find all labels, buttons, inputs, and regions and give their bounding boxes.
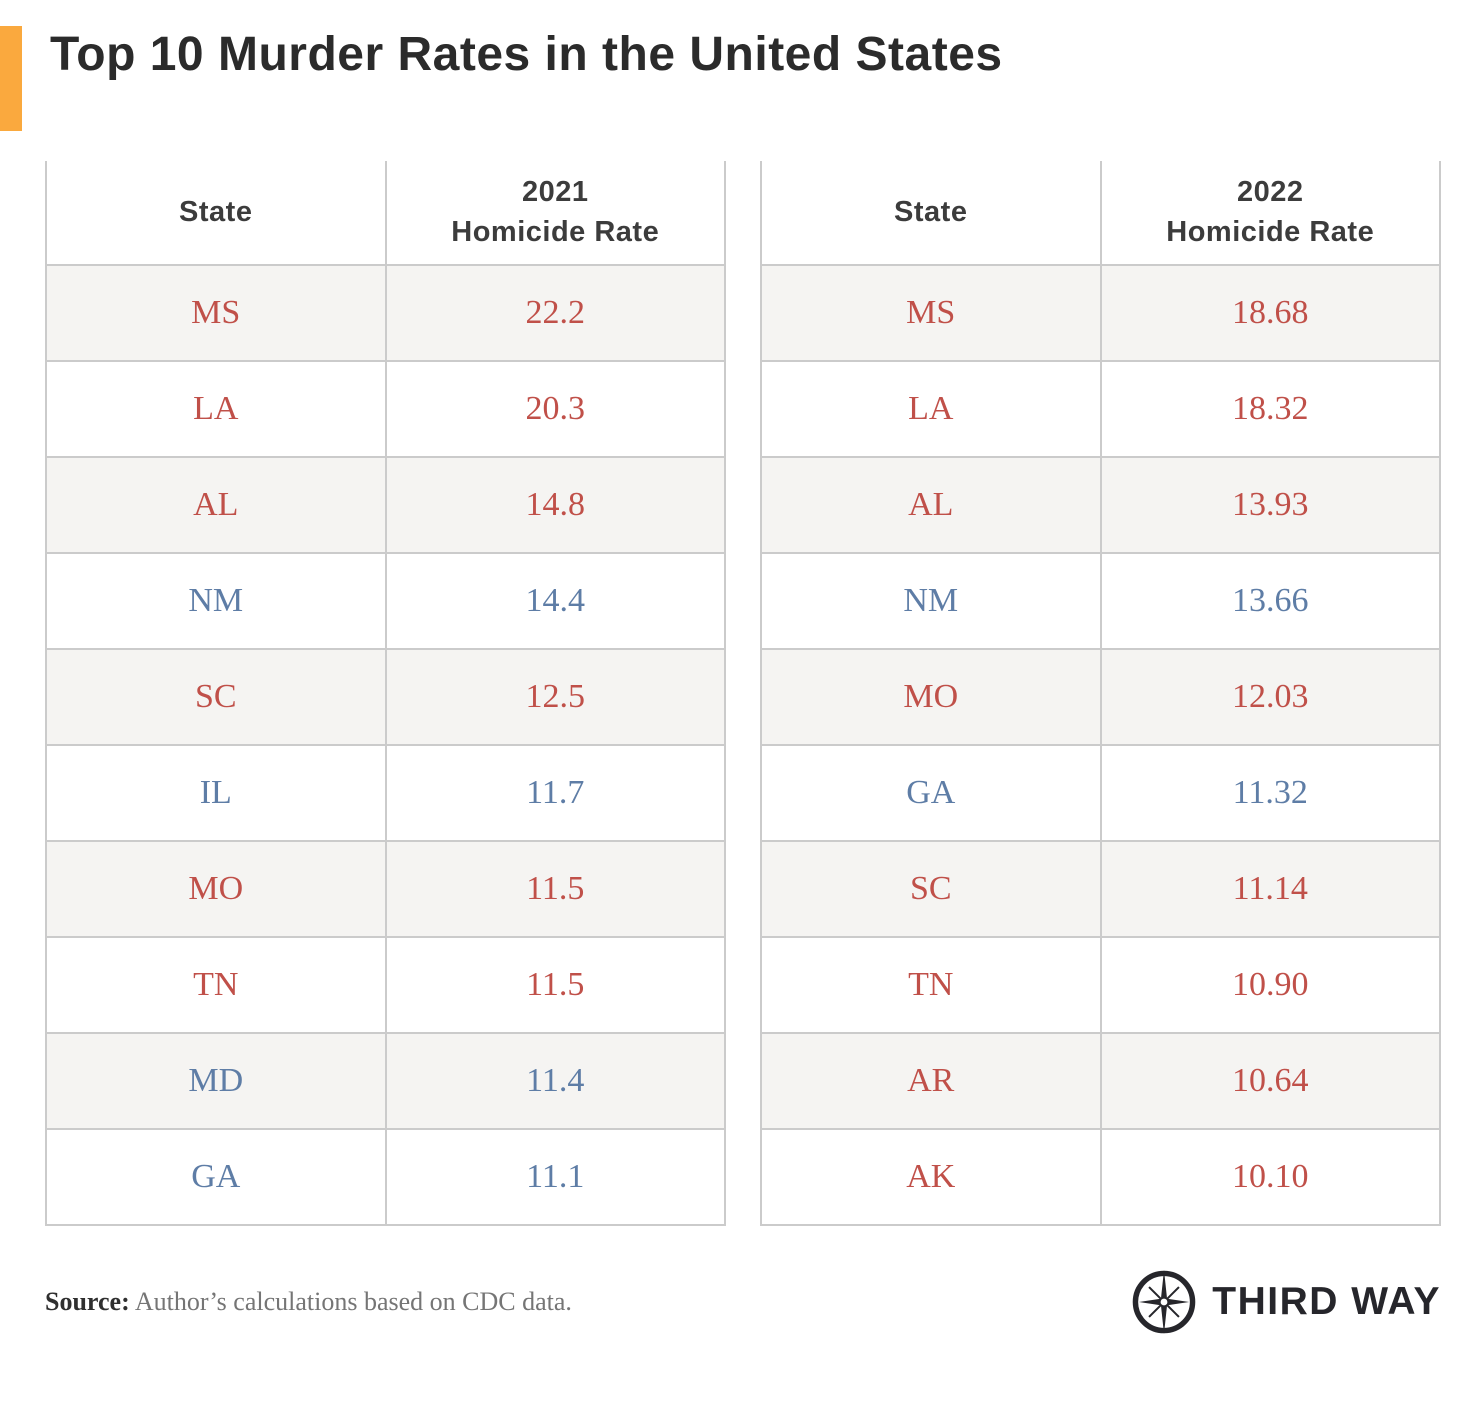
state-cell: AR bbox=[760, 1031, 1102, 1130]
header-rate-label: Homicide Rate bbox=[1166, 216, 1375, 249]
table-row: MS 22.2 bbox=[45, 263, 726, 362]
table-row: MD 11.4 bbox=[45, 1031, 726, 1130]
table-row: SC 11.14 bbox=[760, 839, 1441, 938]
table-row: AR 10.64 bbox=[760, 1031, 1441, 1130]
table-row: NM 13.66 bbox=[760, 551, 1441, 650]
table-row: AL 13.93 bbox=[760, 455, 1441, 554]
state-cell: TN bbox=[760, 935, 1102, 1034]
state-cell: MS bbox=[760, 263, 1102, 362]
header-year: 2022 bbox=[1236, 176, 1304, 209]
rate-cell: 22.2 bbox=[384, 263, 726, 362]
table-row: TN 11.5 bbox=[45, 935, 726, 1034]
state-cell: MD bbox=[45, 1031, 387, 1130]
table-row: MO 12.03 bbox=[760, 647, 1441, 746]
rate-cell: 12.5 bbox=[384, 647, 726, 746]
table-row: NM 14.4 bbox=[45, 551, 726, 650]
rate-cell: 11.5 bbox=[384, 839, 726, 938]
page-title: Top 10 Murder Rates in the United States bbox=[50, 28, 1003, 81]
source-label: Source: bbox=[45, 1286, 130, 1316]
homicide-table-2021: State 2021 Homicide Rate MS 22.2 LA 20.3… bbox=[45, 160, 726, 1226]
rate-cell: 14.8 bbox=[384, 455, 726, 554]
source-note: Source: Author’s calculations based on C… bbox=[45, 1287, 572, 1317]
source-text: Author’s calculations based on CDC data. bbox=[134, 1286, 572, 1316]
homicide-table-2022: State 2022 Homicide Rate MS 18.68 LA 18.… bbox=[760, 160, 1441, 1226]
rate-cell: 13.93 bbox=[1099, 455, 1441, 554]
table-row: GA 11.1 bbox=[45, 1127, 726, 1226]
state-cell: MO bbox=[45, 839, 387, 938]
rate-cell: 10.10 bbox=[1099, 1127, 1441, 1226]
rate-cell: 13.66 bbox=[1099, 551, 1441, 650]
state-cell: SC bbox=[45, 647, 387, 746]
column-header-state: State bbox=[45, 160, 387, 266]
column-header-rate-2021: 2021 Homicide Rate bbox=[384, 160, 726, 266]
table-row: AK 10.10 bbox=[760, 1127, 1441, 1226]
rate-cell: 12.03 bbox=[1099, 647, 1441, 746]
accent-bar bbox=[0, 26, 22, 131]
rate-cell: 11.1 bbox=[384, 1127, 726, 1226]
state-cell: GA bbox=[760, 743, 1102, 842]
state-cell: MO bbox=[760, 647, 1102, 746]
footer: Source: Author’s calculations based on C… bbox=[45, 1266, 1441, 1338]
third-way-logo: THIRD WAY bbox=[1130, 1268, 1441, 1336]
table-row: SC 12.5 bbox=[45, 647, 726, 746]
rate-cell: 10.90 bbox=[1099, 935, 1441, 1034]
rate-cell: 10.64 bbox=[1099, 1031, 1441, 1130]
column-header-rate-2022: 2022 Homicide Rate bbox=[1099, 160, 1441, 266]
tables-container: State 2021 Homicide Rate MS 22.2 LA 20.3… bbox=[45, 160, 1441, 1226]
rate-cell: 11.4 bbox=[384, 1031, 726, 1130]
rate-cell: 11.14 bbox=[1099, 839, 1441, 938]
header-rate-label: Homicide Rate bbox=[451, 216, 660, 249]
header-row: State 2022 Homicide Rate bbox=[760, 160, 1441, 266]
table-row: IL 11.7 bbox=[45, 743, 726, 842]
rate-cell: 14.4 bbox=[384, 551, 726, 650]
state-cell: AL bbox=[45, 455, 387, 554]
rate-cell: 11.7 bbox=[384, 743, 726, 842]
state-cell: IL bbox=[45, 743, 387, 842]
state-cell: TN bbox=[45, 935, 387, 1034]
table-row: LA 20.3 bbox=[45, 359, 726, 458]
column-header-state: State bbox=[760, 160, 1102, 266]
table-row: MS 18.68 bbox=[760, 263, 1441, 362]
state-cell: AK bbox=[760, 1127, 1102, 1226]
table-row: MO 11.5 bbox=[45, 839, 726, 938]
compass-rose-icon bbox=[1132, 1269, 1196, 1334]
state-cell: NM bbox=[760, 551, 1102, 650]
logo-text: THIRD WAY bbox=[1212, 1279, 1441, 1323]
state-cell: NM bbox=[45, 551, 387, 650]
rate-cell: 11.32 bbox=[1099, 743, 1441, 842]
table-row: TN 10.90 bbox=[760, 935, 1441, 1034]
header-year: 2021 bbox=[521, 176, 589, 209]
table-row: LA 18.32 bbox=[760, 359, 1441, 458]
rate-cell: 18.32 bbox=[1099, 359, 1441, 458]
state-cell: AL bbox=[760, 455, 1102, 554]
state-cell: SC bbox=[760, 839, 1102, 938]
state-cell: MS bbox=[45, 263, 387, 362]
table-row: AL 14.8 bbox=[45, 455, 726, 554]
state-cell: LA bbox=[760, 359, 1102, 458]
rate-cell: 11.5 bbox=[384, 935, 726, 1034]
header-row: State 2021 Homicide Rate bbox=[45, 160, 726, 266]
table-row: GA 11.32 bbox=[760, 743, 1441, 842]
rate-cell: 20.3 bbox=[384, 359, 726, 458]
state-cell: LA bbox=[45, 359, 387, 458]
rate-cell: 18.68 bbox=[1099, 263, 1441, 362]
state-cell: GA bbox=[45, 1127, 387, 1226]
